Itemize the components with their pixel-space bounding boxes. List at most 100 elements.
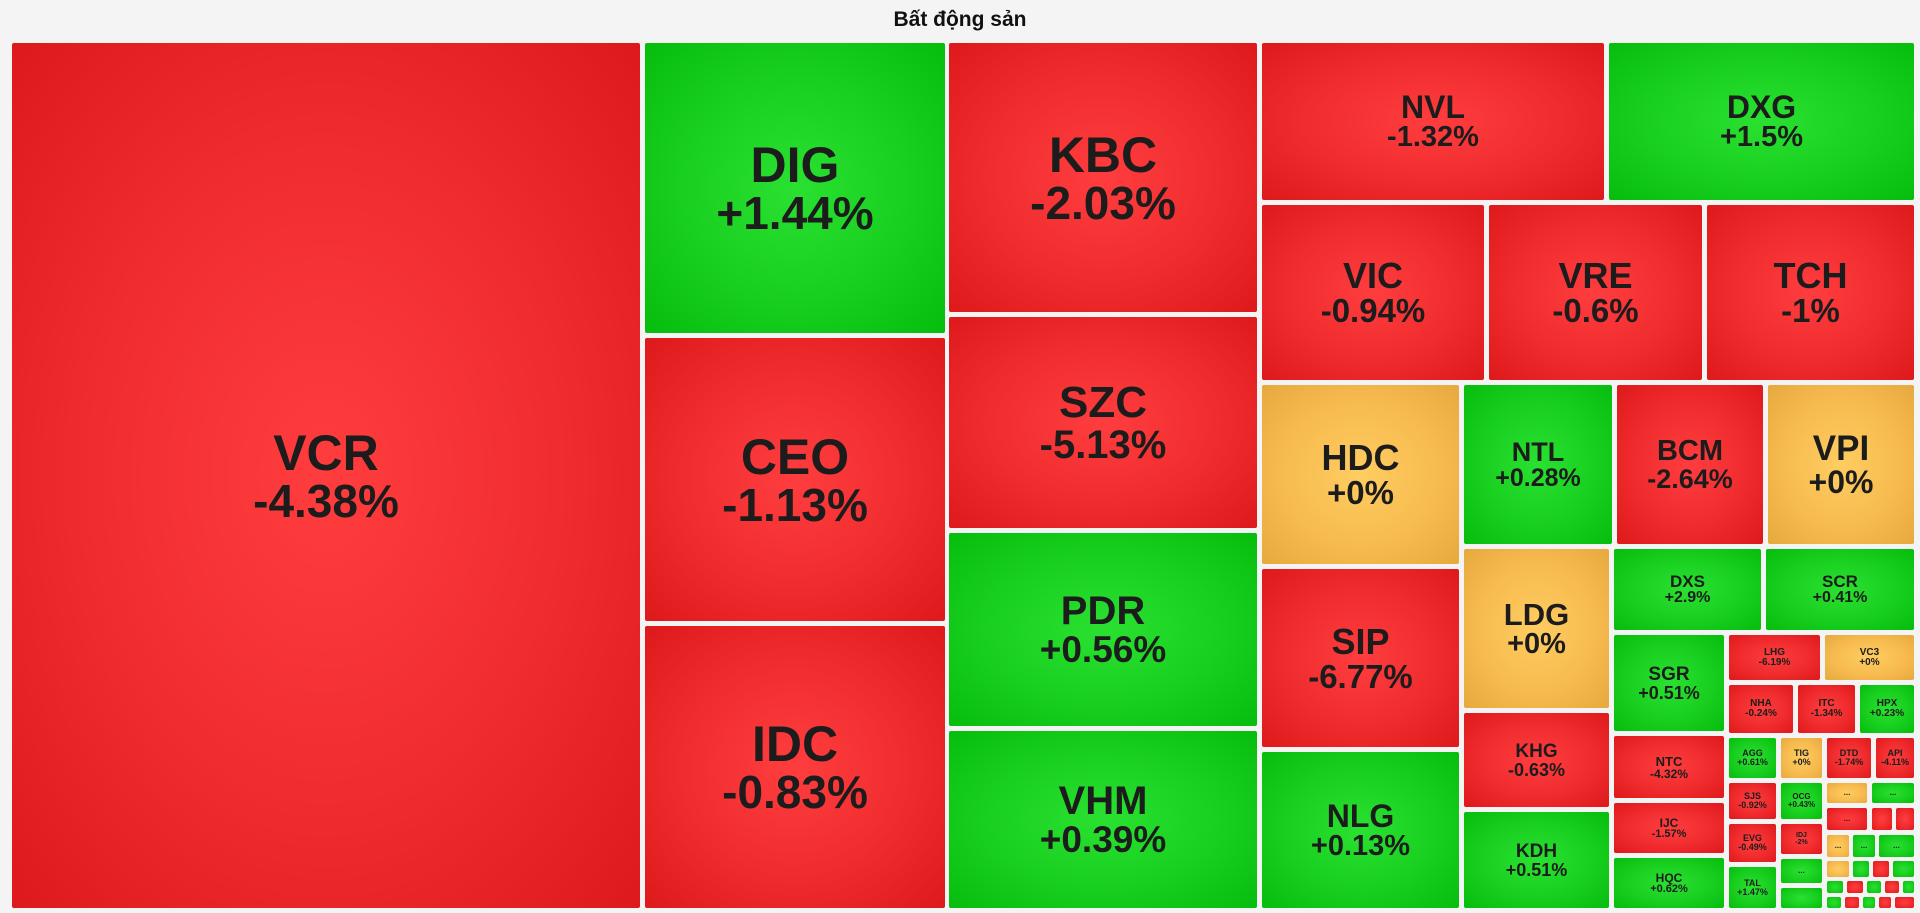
treemap-tile-hqc[interactable]: HQC +0.62% xyxy=(1614,858,1724,908)
tile-change: -0.24% xyxy=(1745,708,1777,719)
treemap-tile-sjs[interactable]: SJS -0.92% xyxy=(1729,783,1776,819)
tile-change: -1.74% xyxy=(1834,757,1864,767)
treemap-tile-tch[interactable]: TCH -1% xyxy=(1707,205,1914,380)
tile-symbol: AGG xyxy=(1742,748,1763,758)
treemap-tile-small[interactable]: ... xyxy=(1827,835,1849,857)
tile-symbol: DXS xyxy=(1670,572,1705,591)
treemap-tile-small[interactable] xyxy=(1847,881,1863,893)
treemap-tile-hpx[interactable]: HPX +0.23% xyxy=(1860,685,1914,733)
tile-change: -6.19% xyxy=(1758,656,1791,668)
treemap-tile-evg[interactable]: EVG -0.49% xyxy=(1729,824,1776,862)
tile-symbol: IJC xyxy=(1659,815,1679,830)
treemap-tile-small[interactable] xyxy=(1827,881,1843,893)
treemap-tile-ceo[interactable]: CEO -1.13% xyxy=(645,338,945,621)
tile-change: -1% xyxy=(1781,292,1840,329)
tile-ellipsis: ... xyxy=(1860,841,1868,850)
treemap-tile-dxg[interactable]: DXG +1.5% xyxy=(1609,43,1914,200)
treemap-tile-tal[interactable]: TAL +1.47% xyxy=(1729,867,1776,908)
tile-change: -6.77% xyxy=(1308,657,1413,695)
treemap-tile-idj[interactable]: IDJ -2% xyxy=(1781,824,1822,854)
tile-change: +0.62% xyxy=(1650,882,1688,895)
treemap-tile-kdh[interactable]: KDH +0.51% xyxy=(1464,812,1609,908)
treemap-tile-tig[interactable]: TIG +0% xyxy=(1781,738,1822,778)
treemap-tile-small[interactable] xyxy=(1867,881,1881,893)
tile-ellipsis: ... xyxy=(1798,866,1805,875)
treemap-tile-sip[interactable]: SIP -6.77% xyxy=(1262,569,1459,747)
treemap-tile-small[interactable] xyxy=(1895,897,1914,908)
treemap-tile-itc[interactable]: ITC -1.34% xyxy=(1798,685,1855,733)
treemap-tile-small[interactable] xyxy=(1903,881,1914,893)
treemap-tile-hdc[interactable]: HDC +0% xyxy=(1262,385,1459,564)
treemap-tile-vic[interactable]: VIC -0.94% xyxy=(1262,205,1484,380)
treemap-tile-vpi[interactable]: VPI +0% xyxy=(1768,385,1914,544)
treemap-tile-nlg[interactable]: NLG +0.13% xyxy=(1262,752,1459,908)
treemap-tile-small[interactable] xyxy=(1896,808,1914,830)
tile-change: +0.51% xyxy=(1638,682,1700,703)
treemap-tile-small[interactable] xyxy=(1853,861,1869,877)
tile-symbol: API xyxy=(1887,748,1903,758)
treemap-tile-nha[interactable]: NHA -0.24% xyxy=(1729,685,1793,733)
treemap-tile-ntc[interactable]: NTC -4.32% xyxy=(1614,736,1724,798)
treemap-tile-small[interactable]: ... xyxy=(1827,783,1867,803)
treemap-tile-small[interactable] xyxy=(1863,897,1875,908)
tile-change: +0.56% xyxy=(1039,629,1167,670)
treemap-tile-small[interactable]: ... xyxy=(1879,835,1914,857)
tile-change: -4.11% xyxy=(1880,757,1910,767)
treemap-tile-ntl[interactable]: NTL +0.28% xyxy=(1464,385,1612,544)
treemap-tile-dig[interactable]: DIG +1.44% xyxy=(645,43,945,333)
treemap-tile-nvl[interactable]: NVL -1.32% xyxy=(1262,43,1604,200)
treemap-tile-kbc[interactable]: KBC -2.03% xyxy=(949,43,1257,312)
tile-change: +0.13% xyxy=(1310,829,1411,862)
treemap-tile-sgr[interactable]: SGR +0.51% xyxy=(1614,635,1724,731)
treemap-tile-small[interactable] xyxy=(1845,897,1859,908)
tile-change: -2.64% xyxy=(1647,463,1733,494)
tile-symbol: ITC xyxy=(1818,698,1835,709)
treemap-tile-small[interactable]: ... xyxy=(1827,808,1867,830)
treemap-tile-pdr[interactable]: PDR +0.56% xyxy=(949,533,1257,726)
treemap-tile-szc[interactable]: SZC -5.13% xyxy=(949,317,1257,528)
treemap-tile-small[interactable] xyxy=(1879,897,1891,908)
tile-symbol: KHG xyxy=(1515,740,1558,762)
tile-symbol: VC3 xyxy=(1859,646,1880,658)
tile-symbol: SJS xyxy=(1743,791,1761,801)
tile-symbol: TAL xyxy=(1744,877,1761,888)
treemap-tile-small[interactable] xyxy=(1827,897,1841,908)
treemap-tile-vc3[interactable]: VC3 +0% xyxy=(1825,635,1914,680)
tile-change: +0% xyxy=(1808,464,1874,500)
treemap-tile-small[interactable] xyxy=(1893,861,1914,877)
treemap-tile-dxs[interactable]: DXS +2.9% xyxy=(1614,549,1761,630)
treemap-tile-khg[interactable]: KHG -0.63% xyxy=(1464,713,1609,807)
treemap-tile-vhm[interactable]: VHM +0.39% xyxy=(949,731,1257,908)
treemap-tile-small[interactable]: ... xyxy=(1853,835,1875,857)
treemap-tile-lhg[interactable]: LHG -6.19% xyxy=(1729,635,1820,680)
tile-change: +0.39% xyxy=(1039,819,1167,860)
treemap-tile-small[interactable] xyxy=(1781,888,1822,908)
treemap-tile-agg[interactable]: AGG +0.61% xyxy=(1729,738,1776,778)
treemap-tile-ijc[interactable]: IJC -1.57% xyxy=(1614,803,1724,853)
tile-symbol: LHG xyxy=(1763,646,1786,658)
tile-symbol: EVG xyxy=(1742,833,1762,843)
treemap-tile-vcr[interactable]: VCR -4.38% xyxy=(12,43,640,908)
treemap-tile-small[interactable]: ... xyxy=(1872,783,1914,803)
tile-ellipsis: ... xyxy=(1834,841,1842,850)
treemap-tile-api[interactable]: API -4.11% xyxy=(1876,738,1914,778)
treemap-tile-ldg[interactable]: LDG +0% xyxy=(1464,549,1609,708)
treemap-tile-small[interactable] xyxy=(1872,808,1892,830)
treemap-tile-scr[interactable]: SCR +0.41% xyxy=(1766,549,1914,630)
treemap-tile-small[interactable]: ... xyxy=(1781,859,1822,883)
tile-change: +0% xyxy=(1792,757,1811,767)
tile-ellipsis: ... xyxy=(1843,788,1851,797)
tile-symbol: CEO xyxy=(740,428,850,485)
tile-change: +0.51% xyxy=(1505,859,1568,880)
treemap-tile-small[interactable] xyxy=(1885,881,1899,893)
treemap-tile-small[interactable] xyxy=(1873,861,1889,877)
treemap-tile-idc[interactable]: IDC -0.83% xyxy=(645,626,945,908)
treemap-tile-dtd[interactable]: DTD -1.74% xyxy=(1827,738,1871,778)
treemap-tile-vre[interactable]: VRE -0.6% xyxy=(1489,205,1702,380)
tile-symbol: HDC xyxy=(1321,437,1400,478)
treemap-tile-bcm[interactable]: BCM -2.64% xyxy=(1617,385,1763,544)
tile-change: -1.32% xyxy=(1387,121,1479,153)
treemap-tile-ocg[interactable]: OCG +0.43% xyxy=(1781,783,1822,819)
treemap-tile-small[interactable] xyxy=(1827,861,1849,877)
